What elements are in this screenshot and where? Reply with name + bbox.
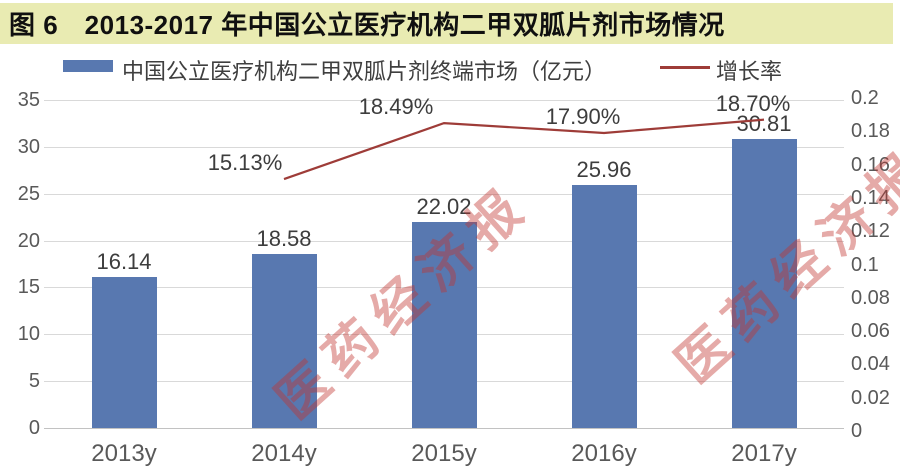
bar-2017y: [731, 139, 797, 428]
right-axis-tick: 0.12: [851, 220, 890, 243]
right-axis-tick: 0.1: [851, 253, 879, 276]
left-axis-tick: 5: [28, 370, 40, 393]
right-axis-tick: 0.16: [851, 153, 890, 176]
chart-legend: 中国公立医疗机构二甲双胍片剂终端市场（亿元） 增长率: [0, 52, 900, 84]
gridline: [44, 100, 844, 101]
bar-value-label: 22.02: [416, 193, 472, 219]
gridline: [44, 428, 844, 429]
left-axis-tick: 25: [17, 182, 40, 205]
legend-market-label: 中国公立医疗机构二甲双胍片剂终端市场（亿元）: [122, 59, 607, 84]
left-axis-tick: 20: [17, 229, 40, 252]
growth-line: [283, 118, 765, 181]
right-axis-tick: 0.06: [851, 320, 890, 343]
x-axis-label: 2015y: [411, 440, 477, 467]
figure-title-bar: 图 6 2013-2017 年中国公立医疗机构二甲双胍片剂市场情况: [0, 3, 893, 44]
bar-2015y: [411, 221, 477, 428]
bar-2013y: [91, 276, 157, 428]
left-axis-tick: 30: [17, 135, 40, 158]
x-axis-label: 2013y: [91, 440, 157, 467]
legend-growth-label: 增长率: [716, 59, 783, 84]
right-axis-tick: 0: [851, 420, 863, 442]
growth-value-label: 17.90%: [545, 103, 621, 129]
legend-line-swatch: [660, 66, 710, 69]
bar-value-label: 16.14: [96, 248, 152, 274]
growth-value-label: 18.49%: [358, 94, 434, 120]
bar-value-label: 25.96: [576, 156, 632, 182]
right-axis-tick: 0.14: [851, 186, 890, 209]
x-axis-label: 2017y: [731, 440, 797, 467]
right-axis-tick: 0.18: [851, 120, 890, 143]
right-axis-tick: 0.04: [851, 353, 890, 376]
left-axis-tick: 0: [28, 417, 40, 439]
bar-2014y: [251, 253, 317, 428]
legend-bar-swatch: [63, 60, 113, 72]
x-axis-label: 2014y: [251, 440, 317, 467]
left-axis-tick: 15: [17, 276, 40, 299]
bar-value-label: 18.58: [256, 225, 312, 251]
bar-2016y: [571, 184, 637, 428]
growth-value-label: 18.70%: [715, 90, 791, 116]
left-axis-tick: 35: [17, 89, 40, 111]
left-axis-tick: 10: [17, 323, 40, 346]
gridline: [44, 146, 844, 148]
right-axis-tick: 0.2: [851, 87, 879, 109]
x-axis-label: 2016y: [571, 440, 637, 467]
right-axis-tick: 0.08: [851, 286, 890, 309]
figure-title: 图 6 2013-2017 年中国公立医疗机构二甲双胍片剂市场情况: [9, 10, 725, 40]
gridline: [44, 193, 844, 195]
right-axis-tick: 0.02: [851, 386, 890, 409]
growth-value-label: 15.13%: [207, 150, 283, 176]
